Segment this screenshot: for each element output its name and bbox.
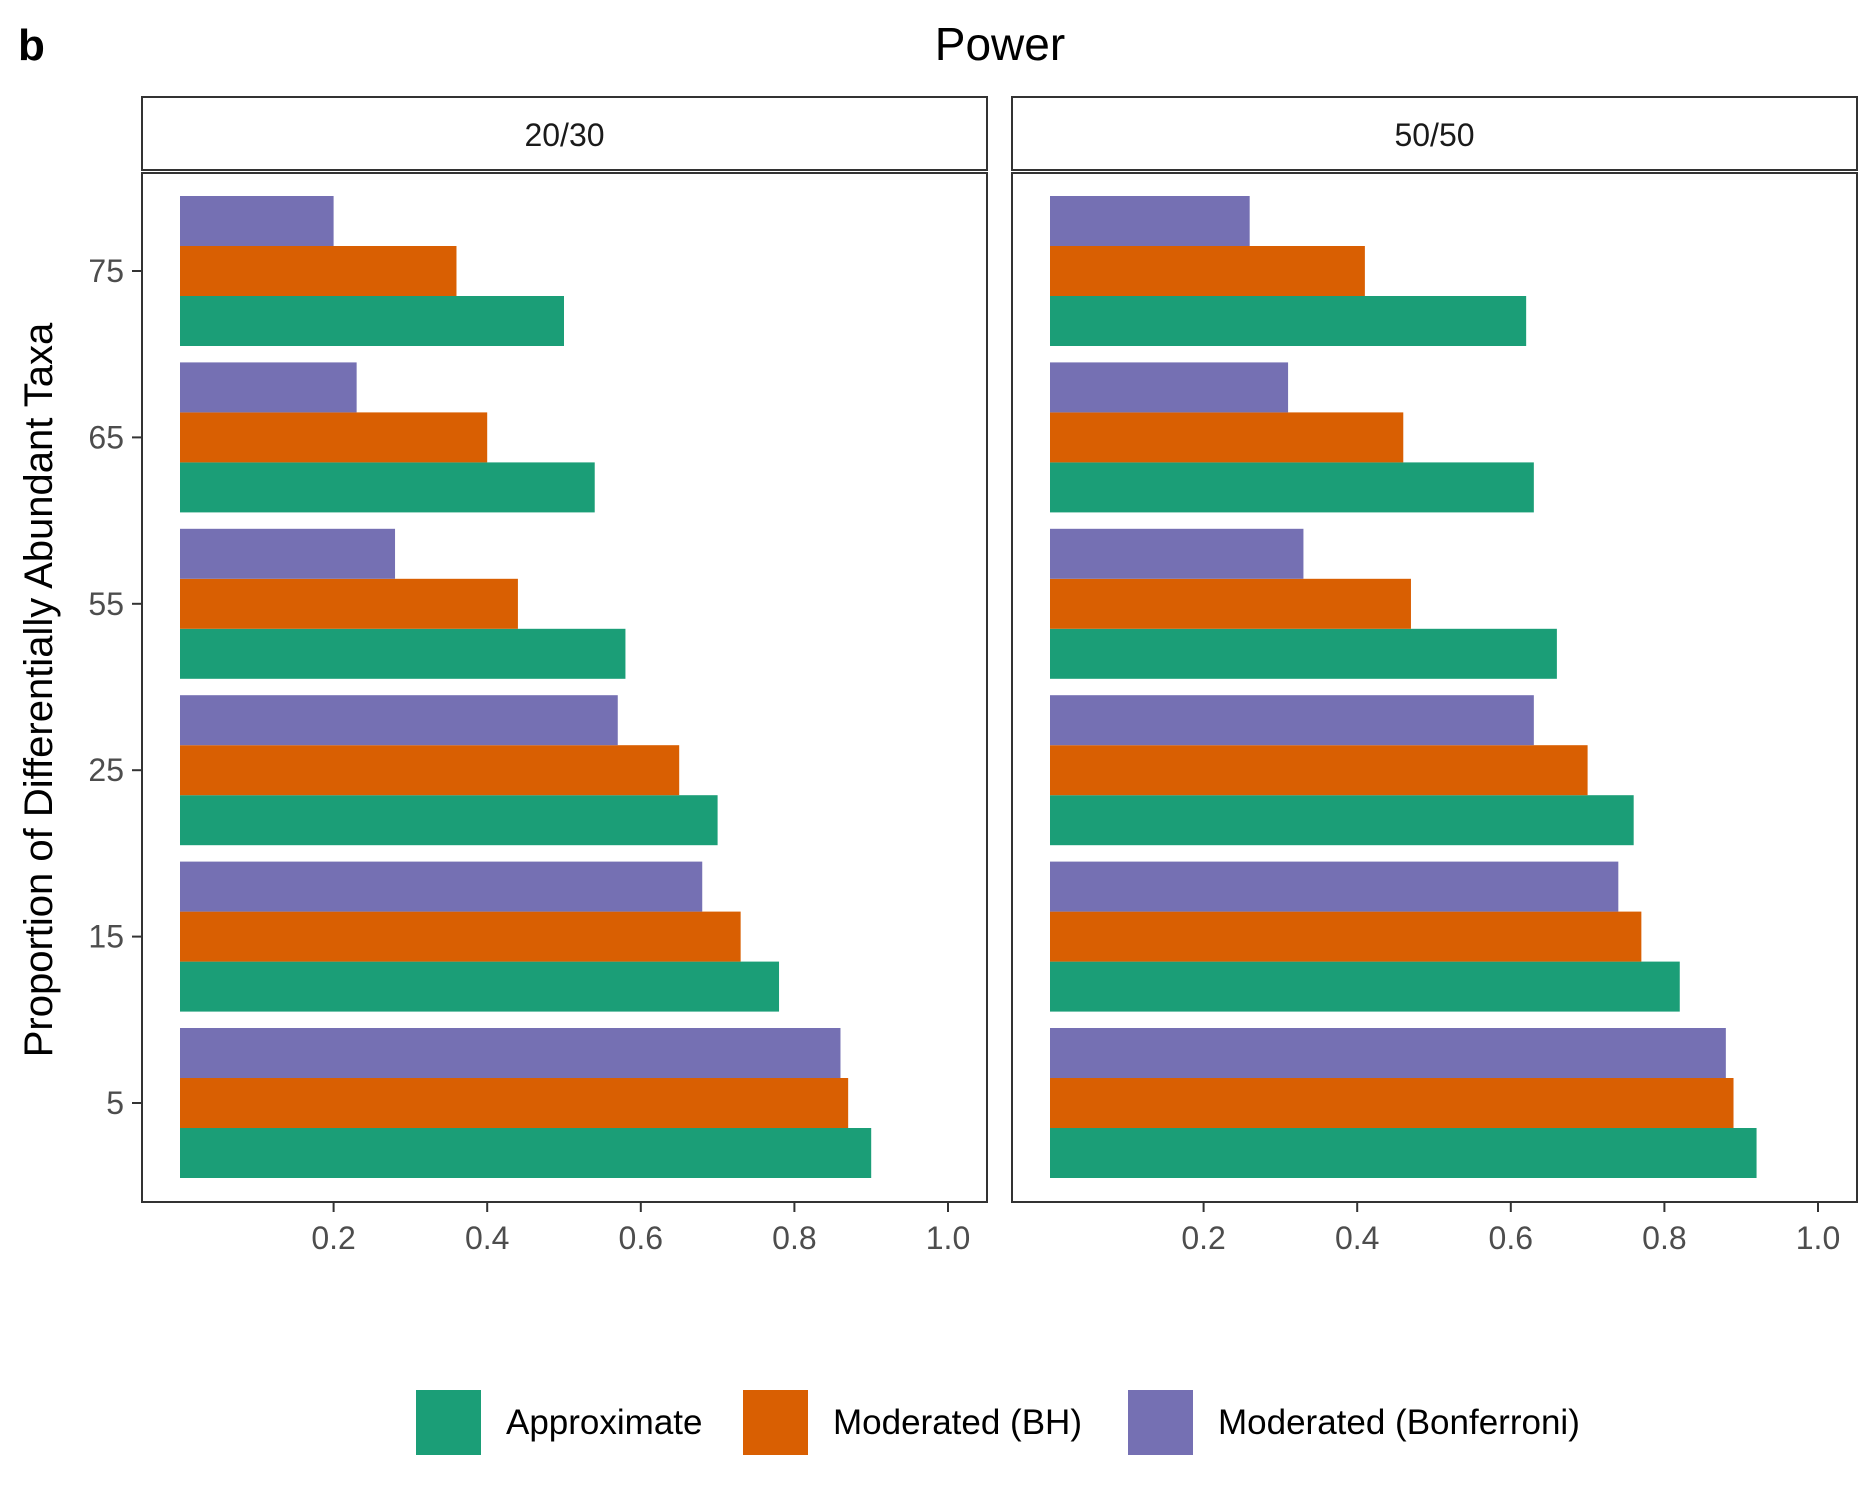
bar-moderated-bonferroni [1050,528,1304,579]
bar-moderated-bh [1050,911,1642,962]
bar-moderated-bonferroni [1050,362,1289,413]
y-tick-label: 55 [88,586,124,622]
legend-swatch [743,1390,808,1455]
facet-strip-label: 20/30 [524,117,604,153]
bar-moderated-bonferroni [1050,196,1250,246]
bar-approximate [1050,296,1527,346]
bar-approximate [1050,628,1557,679]
bar-moderated-bonferroni [180,362,357,413]
bar-approximate [1050,961,1680,1012]
y-axis-label: Proportion of Differentially Abundant Ta… [17,322,61,1057]
bar-moderated-bonferroni [1050,861,1619,912]
legend-label: Approximate [506,1403,702,1442]
bar-approximate [180,795,718,846]
bar-moderated-bonferroni [180,196,334,246]
facet-strip-label: 50/50 [1394,117,1474,153]
plot-panel-border [141,172,988,1203]
bar-approximate [180,1128,872,1178]
x-tick-label: 1.0 [1796,1220,1840,1256]
x-tick-label: 1.0 [926,1220,970,1256]
bar-approximate [180,296,564,346]
bar-moderated-bonferroni [180,528,396,579]
bar-moderated-bh [180,246,457,296]
bar-moderated-bonferroni [180,861,703,912]
bar-moderated-bh [180,412,488,463]
bar-moderated-bh [180,745,680,796]
x-tick-label: 0.8 [1642,1220,1686,1256]
bar-moderated-bonferroni [1050,695,1534,746]
y-tick-label: 15 [88,919,124,955]
facet-panel-0: 20/30 0.2 0.4 0.6 0.8 1.0 5 15 25 55 65 75 [88,96,988,1256]
facet-panel-1: 50/50 0.2 0.4 0.6 0.8 1.0 [1011,96,1858,1256]
bar-approximate [1050,1128,1757,1178]
facet-strip [1011,96,1858,171]
x-tick-label: 0.6 [1489,1220,1533,1256]
bar-approximate [1050,795,1634,846]
legend-swatch [1128,1390,1193,1455]
bar-moderated-bonferroni [180,695,618,746]
x-tick-label: 0.2 [311,1220,355,1256]
y-tick-label: 75 [88,253,124,289]
bar-moderated-bh [1050,578,1411,629]
bar-moderated-bonferroni [1050,1028,1726,1078]
x-tick-label: 0.6 [619,1220,663,1256]
bar-moderated-bonferroni [180,1028,841,1078]
y-tick-label: 25 [88,752,124,788]
bar-moderated-bh [180,911,741,962]
chart-title: Power [935,18,1065,70]
bar-moderated-bh [1050,1078,1734,1128]
bar-approximate [180,462,595,513]
bar-moderated-bh [1050,412,1404,463]
bar-approximate [180,961,780,1012]
facets: 20/30 0.2 0.4 0.6 0.8 1.0 5 15 25 55 65 75 50/50 0.2 0… [88,96,1858,1256]
y-tick-label: 65 [88,419,124,455]
legend-label: Moderated (BH) [833,1403,1082,1442]
panel-letter: b [18,21,45,70]
y-tick-label: 5 [106,1085,124,1121]
bar-moderated-bh [1050,745,1588,796]
facet-strip [141,96,988,171]
bar-approximate [180,628,626,679]
legend: Approximate Moderated (BH) Moderated (Bonf… [416,1390,1580,1455]
x-tick-label: 0.4 [465,1220,509,1256]
x-tick-label: 0.8 [772,1220,816,1256]
bar-approximate [1050,462,1534,513]
bar-moderated-bh [180,578,518,629]
bar-moderated-bh [180,1078,849,1128]
bar-moderated-bh [1050,246,1365,296]
legend-label: Moderated (Bonferroni) [1218,1403,1580,1442]
x-tick-label: 0.4 [1335,1220,1379,1256]
legend-swatch [416,1390,481,1455]
plot-panel-border [1011,172,1858,1203]
x-tick-label: 0.2 [1181,1220,1225,1256]
